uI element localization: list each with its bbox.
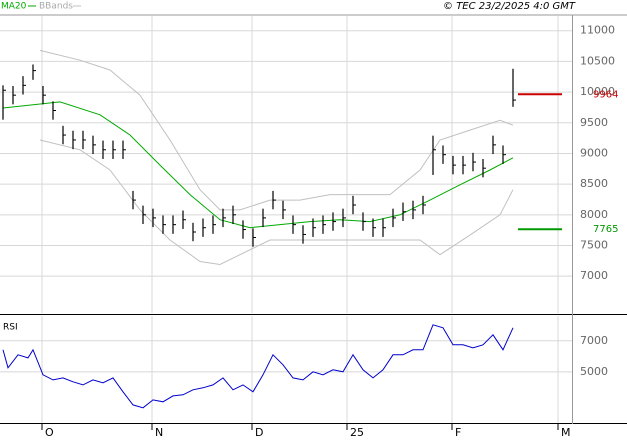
x-tick-label: D (255, 426, 263, 439)
x-tick-label: 25 (350, 426, 364, 439)
price-marker-label: 7765 (593, 224, 618, 235)
rsi-line (2, 324, 514, 409)
y-tick-label: 7000 (580, 334, 608, 347)
x-tick-label: F (455, 426, 461, 439)
y-tick-label: 11000 (580, 24, 615, 37)
x-tick-label: M (561, 426, 571, 439)
copyright: © TEC 23/2/2025 4:0 GMT (443, 1, 576, 12)
price-marker-label: 9964 (593, 89, 618, 100)
y-tick-label: 10500 (580, 54, 615, 67)
y-tick-label: 7500 (580, 239, 608, 252)
x-tick-label: O (45, 426, 54, 439)
x-tick-label: N (155, 426, 163, 439)
y-tick-label: 8500 (580, 177, 608, 190)
y-tick-label: 7000 (580, 269, 608, 282)
legend-bbands: BBands (39, 2, 73, 12)
bband-lower (39, 139, 514, 266)
y-tick-label: 5000 (580, 365, 608, 378)
y-tick-label: 9000 (580, 146, 608, 159)
y-tick-label: 10000 (580, 85, 615, 98)
panel-title: RSI (3, 323, 18, 333)
bband-upper (39, 49, 514, 211)
y-tick-label: 9500 (580, 116, 608, 129)
y-tick-label: 8000 (580, 208, 608, 221)
legend-ma20: MA20 (1, 2, 27, 12)
ma-line (2, 101, 514, 229)
